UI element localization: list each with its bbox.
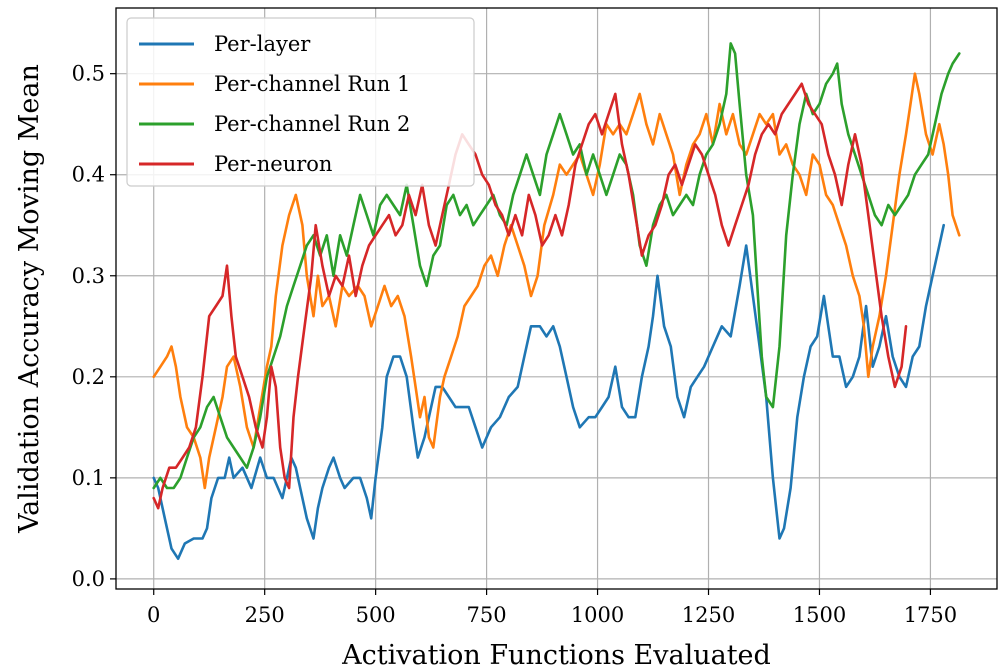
legend: Per-layer Per-channel Run 1 Per-channel Ru… [126, 17, 475, 187]
series-line-3 [152, 42, 961, 490]
legend-label-2: Per-channel Run 1 [214, 72, 410, 96]
legend-label-4: Per-neuron [214, 152, 332, 176]
x-tick-label: 500 [356, 603, 396, 627]
y-tick-label: 0.1 [72, 466, 105, 490]
series-line-1 [152, 223, 945, 560]
x-tick-label: 1500 [793, 603, 846, 627]
legend-box [126, 17, 475, 187]
series-line-2 [152, 72, 961, 490]
series-line-4 [152, 82, 908, 510]
y-tick-label: 0.4 [72, 163, 105, 187]
legend-label-1: Per-layer [214, 32, 311, 56]
x-tick-label: 1000 [571, 603, 624, 627]
x-tick-label: 1250 [682, 603, 735, 627]
y-axis-label: Validation Accuracy Moving Mean [14, 64, 45, 534]
x-tick-label: 1750 [904, 603, 957, 627]
legend-label-3: Per-channel Run 2 [214, 112, 410, 136]
series-lines [152, 42, 961, 560]
plot-frame [115, 7, 998, 590]
y-tick-label: 0.3 [72, 264, 105, 288]
y-tick-label: 0.5 [72, 62, 105, 86]
axis-ticks: 0 250 500 750 1000 1250 1500 1750 0.0 0.1 0.2 0.3 0.… [72, 62, 958, 627]
x-tick-label: 750 [467, 603, 507, 627]
x-axis-label: Activation Functions Evaluated [341, 640, 771, 669]
x-tick-label: 250 [245, 603, 285, 627]
y-tick-label: 0.0 [72, 567, 105, 591]
y-tick-label: 0.2 [72, 365, 105, 389]
x-tick-label: 0 [147, 603, 160, 627]
